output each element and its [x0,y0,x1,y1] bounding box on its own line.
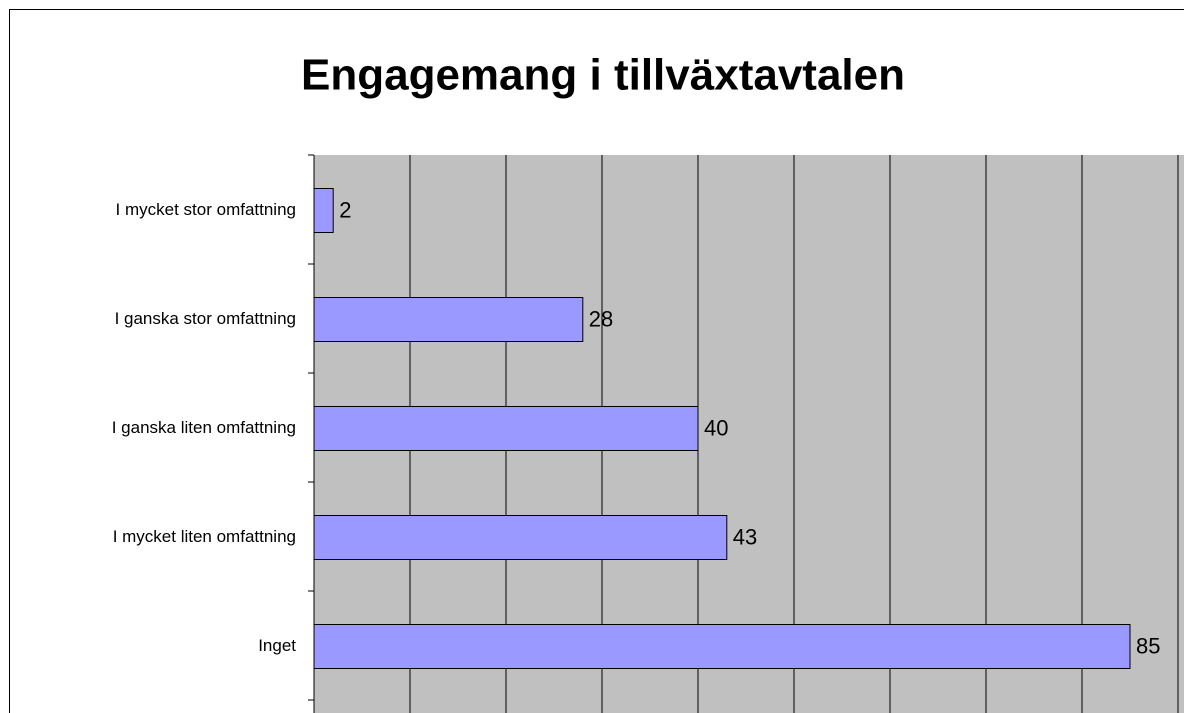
data-label: 2 [339,197,351,222]
y-tick-label: Inget [258,636,296,655]
bar [313,515,728,560]
chart-title: Engagemang i tillväxtavtalen [301,51,905,100]
data-label: 40 [704,415,728,440]
data-label: 28 [589,306,613,331]
y-tick-label: I mycket liten omfattning [113,527,296,546]
data-label: 43 [733,524,757,549]
bar [313,624,1131,669]
y-tick-label: I ganska stor omfattning [115,309,296,328]
bar [313,188,334,233]
data-label: 85 [1136,633,1160,658]
bar [313,297,584,342]
y-tick-label: I mycket stor omfattning [116,200,296,219]
bar [313,406,699,451]
y-tick-label: I ganska liten omfattning [112,418,296,437]
